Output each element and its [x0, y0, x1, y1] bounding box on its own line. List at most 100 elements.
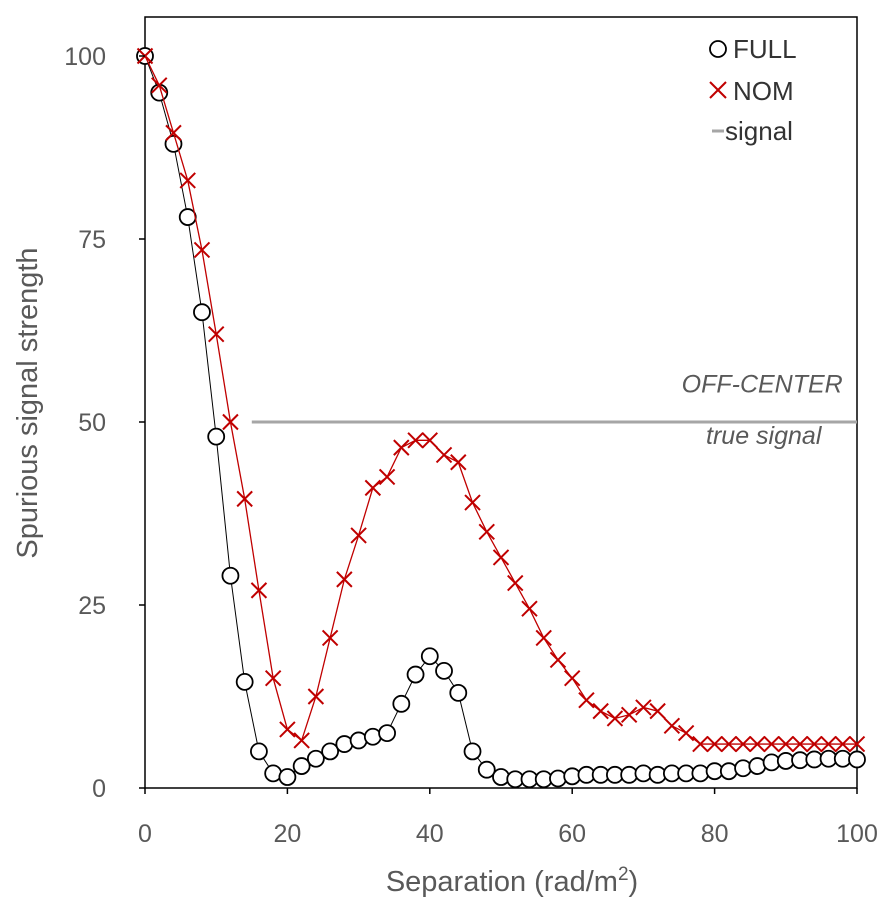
data-point-nom [193, 241, 211, 259]
data-point-nom [435, 446, 453, 464]
data-point-full [278, 768, 297, 786]
data-point-nom [507, 574, 524, 592]
data-point-full [178, 208, 197, 226]
data-point-nom [378, 468, 396, 486]
data-point-nom [421, 432, 439, 449]
data-point-nom [777, 735, 795, 753]
annotation-off-center: OFF-CENTER [682, 371, 843, 399]
data-point-nom [606, 710, 624, 727]
x-tick-label: 60 [558, 820, 586, 848]
legend-label-full: FULL [733, 34, 797, 64]
plot-area-frame [144, 16, 858, 789]
x-axis-title: Separation (rad/m2) [386, 864, 638, 898]
annotation-true-signal: true signal [706, 422, 823, 450]
data-point-nom [236, 490, 253, 508]
legend-circle-marker-icon [709, 40, 727, 58]
series-nom [136, 47, 866, 753]
data-point-nom [321, 629, 339, 647]
legend-x-marker-icon [709, 81, 727, 99]
data-point-full [492, 768, 510, 786]
data-point-full [719, 762, 738, 781]
data-point-nom [635, 699, 652, 716]
data-point-nom [264, 669, 282, 687]
data-point-full [235, 672, 254, 691]
data-point-nom [492, 549, 510, 566]
data-point-nom [806, 735, 823, 753]
data-point-full [250, 742, 268, 761]
y-axis-title: Spurious signal strength [12, 247, 44, 558]
data-point-nom [720, 735, 738, 753]
x-tick-label: 20 [273, 820, 301, 848]
x-tick-label: 80 [701, 820, 729, 848]
data-point-full [549, 769, 567, 788]
data-point-nom [820, 735, 837, 753]
data-point-full [221, 566, 240, 585]
data-point-nom [763, 735, 780, 753]
data-point-nom [279, 721, 296, 738]
data-point-full [435, 661, 453, 680]
data-point-full [691, 764, 710, 783]
y-tick-label: 75 [78, 226, 106, 254]
data-point-nom [364, 479, 382, 497]
data-point-nom [336, 571, 353, 588]
data-point-nom [393, 439, 410, 456]
data-point-nom [222, 413, 239, 431]
y-tick-label: 0 [92, 775, 106, 803]
data-point-full [306, 749, 325, 768]
data-point-full [449, 683, 468, 702]
x-axis-title-superscript: 2 [618, 864, 629, 885]
legend: FULL NOM signal [709, 34, 797, 146]
data-point-full [848, 750, 866, 769]
data-point-nom [563, 669, 581, 687]
data-point-nom [734, 735, 752, 753]
data-point-nom [791, 735, 809, 753]
data-point-full [420, 647, 439, 666]
data-point-nom [848, 735, 866, 753]
series-layer [136, 47, 866, 789]
ticks-layer: 0 20 40 60 80 100 0 25 50 75 100 [64, 43, 878, 848]
data-point-nom [250, 582, 268, 599]
data-point-full [321, 742, 340, 761]
data-point-nom [578, 691, 595, 709]
y-tick-label: 50 [78, 409, 106, 437]
data-point-nom [407, 432, 424, 449]
legend-label-signal: signal [725, 116, 793, 146]
data-point-nom [592, 702, 609, 720]
data-point-nom [692, 735, 709, 753]
y-tick-label: 25 [78, 592, 106, 620]
data-point-full [292, 757, 311, 775]
data-point-full [193, 303, 211, 322]
data-point-full [207, 427, 226, 446]
data-point-nom [293, 732, 310, 749]
x-tick-label: 100 [836, 820, 878, 848]
x-axis-title-close: ) [629, 866, 639, 898]
data-point-nom [450, 454, 467, 471]
data-point-nom [620, 706, 638, 724]
series-full [136, 47, 866, 789]
y-tick-label: 100 [64, 43, 106, 71]
data-point-nom [207, 325, 225, 343]
data-point-nom [834, 735, 851, 753]
data-point-nom [549, 651, 567, 669]
data-point-full [406, 665, 425, 684]
data-point-nom [521, 600, 538, 617]
data-point-nom [151, 77, 168, 94]
data-point-full [378, 724, 396, 742]
data-point-full [734, 759, 752, 778]
data-point-full [477, 760, 496, 779]
data-point-nom [464, 494, 481, 511]
data-point-nom [165, 124, 182, 142]
data-point-nom [350, 527, 367, 544]
data-point-nom [307, 688, 325, 705]
x-tick-label: 40 [416, 820, 444, 848]
data-point-nom [677, 724, 695, 742]
data-point-nom [663, 717, 681, 734]
data-point-nom [749, 735, 766, 753]
data-point-nom [649, 702, 666, 720]
data-point-full [463, 742, 482, 761]
data-point-nom [179, 172, 196, 189]
data-point-full [392, 694, 411, 713]
data-point-nom [478, 523, 495, 541]
x-axis-title-main: Separation (rad/m [386, 866, 618, 898]
